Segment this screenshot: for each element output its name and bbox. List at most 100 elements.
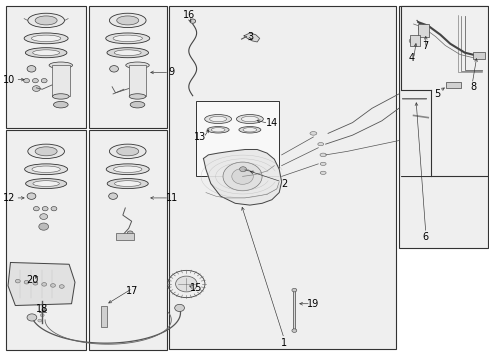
Ellipse shape xyxy=(24,164,68,175)
Ellipse shape xyxy=(35,147,57,156)
Circle shape xyxy=(43,309,47,311)
Ellipse shape xyxy=(130,102,145,108)
Text: 6: 6 xyxy=(423,232,429,242)
Circle shape xyxy=(418,26,425,31)
Circle shape xyxy=(40,314,44,317)
Circle shape xyxy=(32,78,38,83)
Circle shape xyxy=(292,329,297,332)
Text: 5: 5 xyxy=(434,89,440,99)
Ellipse shape xyxy=(28,144,65,158)
Ellipse shape xyxy=(24,33,68,44)
Circle shape xyxy=(175,304,184,311)
Text: 14: 14 xyxy=(266,118,278,128)
Circle shape xyxy=(27,66,36,72)
Ellipse shape xyxy=(211,128,225,132)
Polygon shape xyxy=(244,33,260,42)
Bar xyxy=(116,233,134,240)
Circle shape xyxy=(232,168,253,184)
Ellipse shape xyxy=(117,16,139,25)
Text: 4: 4 xyxy=(408,53,414,63)
Bar xyxy=(401,6,489,176)
Ellipse shape xyxy=(109,13,146,28)
Circle shape xyxy=(110,66,119,72)
Ellipse shape xyxy=(31,35,61,41)
Text: 10: 10 xyxy=(3,75,16,85)
Ellipse shape xyxy=(237,114,263,123)
Text: 16: 16 xyxy=(183,10,195,20)
Circle shape xyxy=(39,223,49,230)
Text: 2: 2 xyxy=(281,179,287,189)
Circle shape xyxy=(175,276,197,292)
Ellipse shape xyxy=(126,62,149,68)
Polygon shape xyxy=(203,149,282,205)
Text: 17: 17 xyxy=(126,286,139,296)
Circle shape xyxy=(409,39,416,43)
Ellipse shape xyxy=(52,94,69,99)
Text: 19: 19 xyxy=(307,299,319,309)
Ellipse shape xyxy=(320,171,326,175)
Text: 20: 20 xyxy=(26,275,39,285)
Ellipse shape xyxy=(49,62,73,68)
Ellipse shape xyxy=(114,166,142,172)
Bar xyxy=(89,130,167,350)
Bar xyxy=(196,101,279,176)
Circle shape xyxy=(41,78,47,83)
Ellipse shape xyxy=(117,147,139,156)
Ellipse shape xyxy=(210,116,227,122)
Bar xyxy=(5,6,86,128)
Bar xyxy=(101,306,107,327)
Circle shape xyxy=(42,207,48,211)
Ellipse shape xyxy=(33,50,60,55)
Ellipse shape xyxy=(53,102,68,108)
Ellipse shape xyxy=(243,128,257,132)
Text: 18: 18 xyxy=(36,304,49,314)
Circle shape xyxy=(40,214,48,220)
Bar xyxy=(5,130,86,350)
Ellipse shape xyxy=(109,144,146,158)
Ellipse shape xyxy=(318,143,324,146)
Ellipse shape xyxy=(106,164,149,175)
Ellipse shape xyxy=(33,181,59,186)
Ellipse shape xyxy=(113,35,143,41)
Bar xyxy=(473,52,485,59)
Circle shape xyxy=(50,284,55,287)
Bar xyxy=(410,35,420,45)
Ellipse shape xyxy=(239,127,261,133)
Circle shape xyxy=(292,288,297,292)
Circle shape xyxy=(59,285,64,288)
Circle shape xyxy=(190,19,196,23)
Bar xyxy=(129,65,147,96)
Ellipse shape xyxy=(32,166,60,172)
Ellipse shape xyxy=(25,179,67,189)
Ellipse shape xyxy=(310,132,317,135)
Bar xyxy=(399,6,489,248)
Circle shape xyxy=(27,193,36,199)
Text: 13: 13 xyxy=(194,132,206,142)
Bar xyxy=(418,24,429,37)
Circle shape xyxy=(32,86,40,91)
Bar xyxy=(52,65,70,96)
Ellipse shape xyxy=(28,13,65,28)
Bar xyxy=(169,6,396,348)
Circle shape xyxy=(51,207,57,211)
Circle shape xyxy=(109,193,118,199)
Ellipse shape xyxy=(129,94,146,99)
Ellipse shape xyxy=(107,179,148,189)
Ellipse shape xyxy=(25,48,67,58)
Circle shape xyxy=(24,78,29,83)
Ellipse shape xyxy=(320,162,326,166)
Ellipse shape xyxy=(205,114,232,123)
Text: 8: 8 xyxy=(470,82,477,92)
Ellipse shape xyxy=(106,33,150,44)
Ellipse shape xyxy=(242,116,258,122)
Ellipse shape xyxy=(35,16,57,25)
Text: 1: 1 xyxy=(281,338,287,348)
Circle shape xyxy=(24,280,29,284)
Ellipse shape xyxy=(115,181,141,186)
Circle shape xyxy=(33,207,39,211)
Ellipse shape xyxy=(320,153,326,157)
Bar xyxy=(89,6,167,128)
Circle shape xyxy=(42,283,47,286)
Ellipse shape xyxy=(114,50,141,55)
Circle shape xyxy=(15,279,20,283)
